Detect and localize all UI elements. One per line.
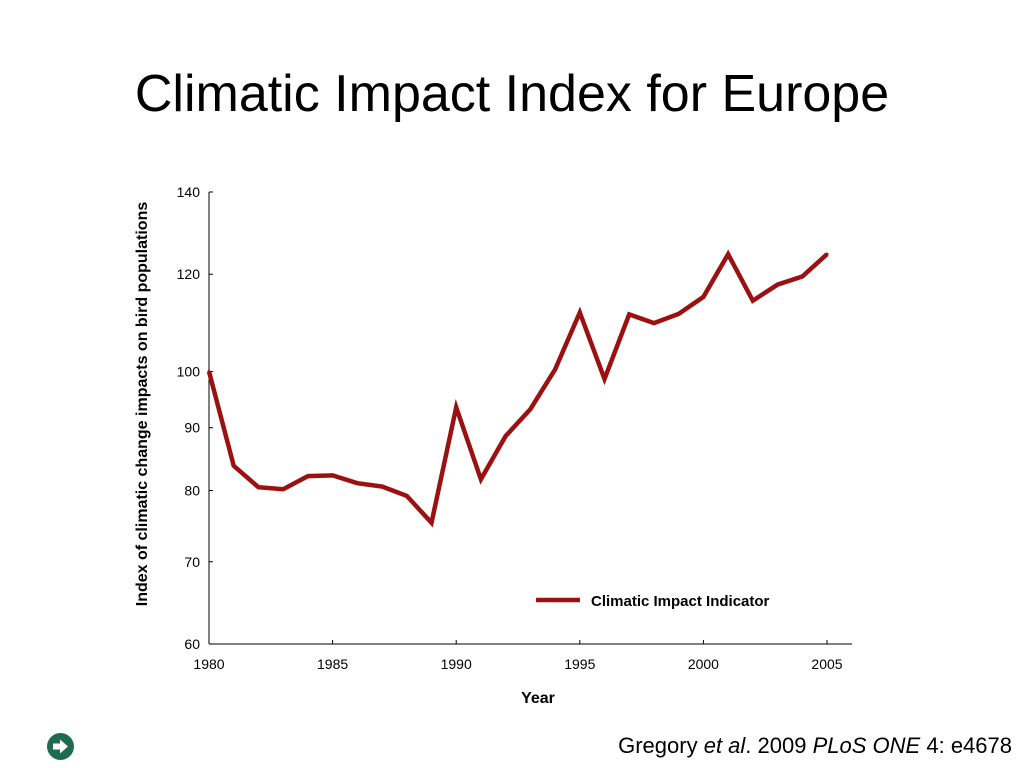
y-tick-label: 120: [177, 266, 201, 282]
x-axis: 1980 1985 1990 1995 2000 2005: [193, 640, 852, 672]
data-point: [652, 321, 656, 325]
legend: Climatic Impact Indicator: [536, 593, 770, 610]
data-point: [405, 494, 409, 498]
data-point: [429, 521, 433, 525]
x-tick-label: 1985: [317, 656, 348, 672]
slide-title: Climatic Impact Index for Europe: [134, 65, 890, 123]
citation-author: Gregory: [618, 733, 698, 758]
data-point: [627, 312, 631, 316]
data-point: [603, 377, 607, 381]
y-axis: 60 70 80 90 100 120 140: [177, 184, 213, 652]
x-tick-label: 1980: [193, 656, 224, 672]
series-line: [206, 249, 829, 528]
x-tick-label: 1990: [441, 656, 472, 672]
data-point: [504, 434, 508, 438]
data-point: [479, 477, 483, 481]
data-point: [800, 274, 804, 278]
data-point: [256, 485, 260, 489]
series-group: [206, 249, 829, 528]
data-point: [776, 283, 780, 287]
citation-journal: PLoS ONE: [812, 733, 921, 758]
y-tick-label: 80: [184, 483, 200, 499]
y-tick-label: 60: [184, 636, 200, 652]
data-point: [528, 407, 532, 411]
citation-ref: 4: e4678: [926, 733, 1012, 758]
data-point: [726, 252, 730, 256]
data-point: [380, 485, 384, 489]
data-point: [701, 295, 705, 299]
x-tick-label: 2005: [811, 656, 842, 672]
data-point: [553, 367, 557, 371]
data-point: [232, 464, 236, 468]
data-point: [281, 487, 285, 491]
y-tick-label: 70: [184, 554, 200, 570]
citation-year: 2009: [757, 733, 807, 758]
y-tick-label: 140: [177, 184, 201, 200]
data-point: [578, 310, 582, 314]
citation-dot: .: [745, 733, 752, 758]
data-point: [306, 474, 310, 478]
x-tick-label: 1995: [564, 656, 595, 672]
y-tick-label: 90: [184, 420, 200, 436]
data-point: [207, 369, 211, 373]
x-axis-title: Year: [521, 690, 555, 707]
citation: Gregory et al. 2009 PLoS ONE 4: e4678: [618, 731, 1012, 761]
arrow-right-circle-icon[interactable]: [47, 733, 74, 760]
data-point: [677, 312, 681, 316]
data-point: [454, 405, 458, 409]
data-point: [355, 481, 359, 485]
data-point: [751, 299, 755, 303]
legend-label: Climatic Impact Indicator: [591, 593, 770, 610]
data-point: [331, 473, 335, 477]
citation-etal: et al: [703, 733, 746, 758]
data-point: [825, 252, 829, 256]
y-tick-label: 100: [177, 363, 201, 379]
x-tick-label: 2000: [688, 656, 719, 672]
y-axis-title: Index of climatic change impacts on bird…: [134, 202, 151, 607]
